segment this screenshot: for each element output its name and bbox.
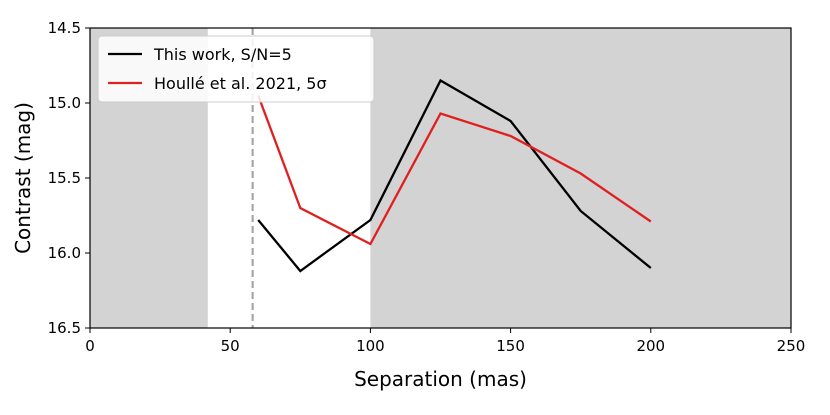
x-tick-label: 50 (221, 337, 240, 355)
y-tick-label: 15.0 (48, 94, 81, 112)
legend-box (97, 35, 375, 103)
series-line-0 (257, 78, 652, 273)
x-tick-label: 100 (356, 337, 385, 355)
legend-label: Houllé et al. 2021, 5σ (154, 74, 327, 93)
x-tick-label: 150 (496, 337, 525, 355)
y-axis-ticks: 14.5 15.0 15.5 16.0 16.5 (48, 19, 90, 337)
series-layer (257, 78, 652, 273)
shaded-region-1 (370, 28, 791, 328)
y-axis-label: Contrast (mag) (11, 102, 35, 254)
y-tick-label: 15.5 (48, 169, 81, 187)
x-tick-label: 0 (85, 337, 95, 355)
legend-label: This work, S/N=5 (153, 45, 292, 64)
y-tick-label: 16.0 (48, 244, 81, 262)
series-line-1 (257, 95, 652, 246)
x-axis-label: Separation (mas) (354, 367, 527, 391)
x-tick-label: 250 (777, 337, 806, 355)
x-tick-label: 200 (636, 337, 665, 355)
y-tick-label: 14.5 (48, 19, 81, 37)
legend: This work, S/N=5 Houllé et al. 2021, 5σ (97, 35, 375, 103)
y-tick-label: 16.5 (48, 319, 81, 337)
x-axis-ticks: 0 50 100 150 200 250 (85, 328, 805, 355)
